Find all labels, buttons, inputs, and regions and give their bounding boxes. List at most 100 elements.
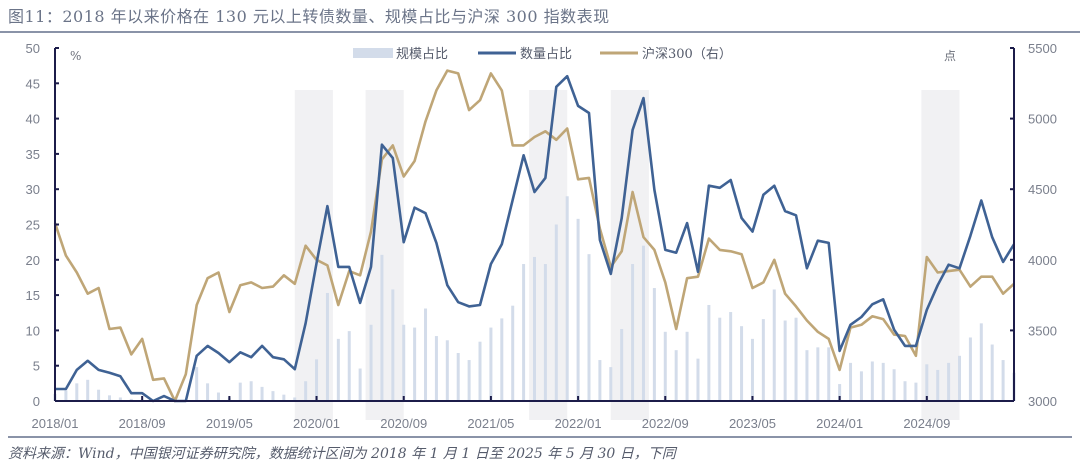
bar [674, 350, 678, 401]
bar [391, 289, 395, 401]
bar [107, 395, 111, 401]
left-tick-label: 30 [26, 182, 40, 197]
bar [129, 398, 133, 401]
bar [729, 312, 733, 401]
bar [663, 331, 667, 401]
left-tick-label: 15 [26, 288, 40, 303]
bar [968, 337, 972, 401]
bar [805, 350, 809, 401]
bar [380, 254, 384, 401]
bar [304, 381, 308, 401]
footer-divider [8, 436, 1072, 438]
legend-label-hs300: 沪深300（右） [642, 46, 732, 62]
bar [424, 308, 428, 401]
legend-swatch-scale-share [353, 48, 393, 58]
bar [881, 362, 885, 401]
axes: 0 5 10 15 20 25 30 35 40 45 50 3000 3500 4000 4500 5000… [26, 41, 1057, 431]
bar [282, 394, 286, 401]
bar [718, 317, 722, 401]
bar [554, 224, 558, 401]
x-tick-label: 2018/09 [119, 416, 166, 431]
right-tick-label: 3500 [1028, 323, 1057, 338]
bar [761, 319, 765, 401]
right-tick-label: 4000 [1028, 253, 1057, 268]
bar [336, 338, 340, 401]
bar [914, 382, 918, 401]
source-note: 资料来源：Wind，中国银河证券研究院，数据统计区间为 2018 年 1 月 1… [8, 446, 676, 462]
bar [369, 324, 373, 401]
bar [794, 317, 798, 401]
bar [260, 386, 264, 401]
bar [489, 327, 493, 401]
bar [86, 379, 90, 401]
x-tick-label: 2018/01 [32, 416, 79, 431]
legend: 规模占比 数量占比 沪深300（右） [353, 46, 732, 62]
bar [467, 360, 471, 401]
bar [325, 292, 329, 401]
bar [620, 328, 624, 401]
bar [859, 371, 863, 401]
bar [641, 245, 645, 401]
bar [740, 326, 744, 401]
bar [216, 392, 220, 401]
bar [652, 288, 656, 401]
right-tick-label: 4500 [1028, 182, 1057, 197]
legend-label-count-share: 数量占比 [520, 47, 572, 62]
bar [293, 397, 297, 401]
x-tick-label: 2021/05 [467, 416, 514, 431]
right-tick-label: 3000 [1028, 394, 1057, 409]
bar [413, 327, 417, 401]
x-tick-label: 2024/01 [816, 416, 863, 431]
bar [892, 369, 896, 401]
line-series [53, 69, 1016, 403]
bar [358, 368, 362, 401]
left-tick-label: 40 [26, 112, 40, 127]
left-tick-label: 25 [26, 218, 40, 233]
bar [936, 369, 940, 401]
bar [598, 360, 602, 401]
bar [979, 323, 983, 401]
bar [685, 331, 689, 401]
bar [838, 384, 842, 401]
bar [631, 264, 635, 401]
x-tick-label: 2022/09 [642, 416, 689, 431]
bar-series-scale-share [53, 196, 1016, 401]
shaded-periods [294, 90, 960, 420]
bar [315, 359, 319, 401]
left-tick-label: 5 [33, 359, 40, 374]
count-share-line [55, 74, 1016, 403]
bar [827, 347, 831, 401]
left-axis-unit: % [70, 49, 81, 63]
left-tick-label: 35 [26, 147, 40, 162]
bar [271, 391, 275, 401]
x-tick-label: 2023/05 [729, 416, 776, 431]
bar [990, 344, 994, 401]
bar [925, 364, 929, 401]
x-tick-label: 2020/09 [380, 416, 427, 431]
bar [587, 254, 591, 401]
bar [849, 362, 853, 401]
bar [238, 382, 242, 401]
bar [1001, 360, 1005, 401]
right-axis-unit: 点 [944, 49, 956, 63]
bar [903, 381, 907, 401]
chart: 0 5 10 15 20 25 30 35 40 45 50 3000 3500 4000 4500 5000… [26, 41, 1057, 431]
bar [947, 362, 951, 401]
left-tick-label: 0 [33, 394, 40, 409]
figure-title: 图11：2018 年以来价格在 130 元以上转债数量、规模占比与沪深 300 … [8, 7, 610, 26]
bar [64, 390, 68, 401]
bar [522, 264, 526, 401]
bar [347, 331, 351, 401]
bar [870, 361, 874, 401]
bar [772, 289, 776, 401]
x-tick-label: 2022/01 [555, 416, 602, 431]
x-tick-label: 2024/09 [903, 416, 950, 431]
bar [696, 358, 700, 401]
bar [707, 304, 711, 401]
bar [402, 324, 406, 401]
right-tick-label: 5500 [1028, 41, 1057, 56]
right-tick-label: 5000 [1028, 112, 1057, 127]
left-tick-label: 10 [26, 323, 40, 338]
bar [97, 389, 101, 401]
bar [75, 383, 79, 401]
